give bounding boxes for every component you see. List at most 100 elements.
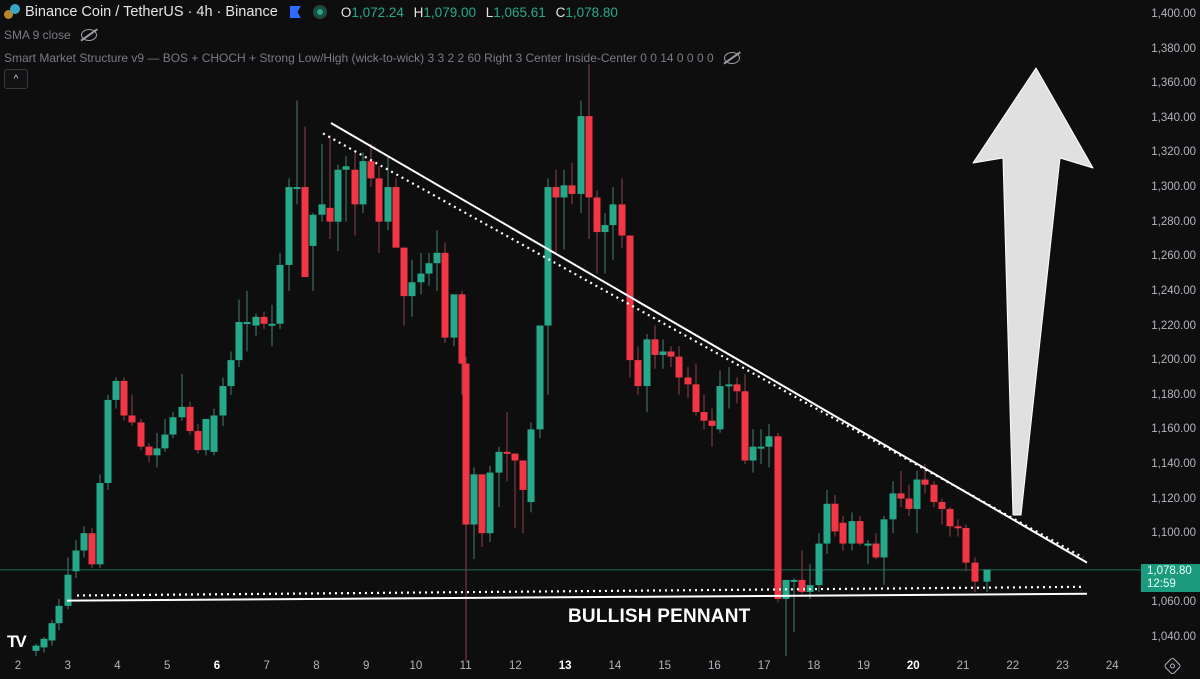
time-axis-label: 2 bbox=[14, 660, 22, 672]
candle bbox=[80, 526, 88, 558]
candle bbox=[831, 495, 839, 537]
collapse-indicators-button[interactable]: ^ bbox=[4, 69, 28, 89]
low-value: 1,065.61 bbox=[493, 4, 546, 20]
candle bbox=[983, 569, 991, 593]
trendline-dotted-line[interactable] bbox=[322, 132, 1084, 559]
tradingview-logo[interactable]: TV bbox=[7, 632, 27, 651]
candle bbox=[252, 313, 260, 336]
candle bbox=[367, 143, 375, 188]
low-label: L bbox=[485, 4, 494, 20]
price-axis-label: 1,300.00 bbox=[1151, 181, 1196, 194]
time-axis-label: 19 bbox=[857, 660, 870, 672]
time-axis-label: 24 bbox=[1105, 660, 1119, 672]
chart-header: Binance Coin / TetherUS · 4h · Binance O… bbox=[4, 4, 618, 20]
candle bbox=[96, 474, 104, 568]
time-axis-label: 7 bbox=[263, 660, 270, 672]
price-axis-label: 1,140.00 bbox=[1151, 457, 1196, 470]
candle bbox=[848, 512, 856, 551]
candle bbox=[733, 377, 741, 404]
support-solid-line[interactable] bbox=[66, 592, 1088, 602]
candle bbox=[667, 346, 675, 368]
indicator-smart-market-structure[interactable]: Smart Market Structure v9 — BOS + CHOCH … bbox=[4, 51, 740, 65]
candle bbox=[276, 252, 284, 329]
candle bbox=[359, 152, 367, 214]
price-axis-label: 1,380.00 bbox=[1151, 42, 1196, 55]
candle bbox=[798, 550, 806, 594]
time-axis-label: 21 bbox=[956, 660, 970, 672]
time-axis-label: 22 bbox=[1006, 660, 1020, 672]
price-axis-label: 1,120.00 bbox=[1151, 492, 1196, 505]
candle bbox=[478, 474, 486, 548]
candle bbox=[235, 299, 243, 368]
bullish-pennant-label: BULLISH PENNANT bbox=[568, 606, 751, 627]
candle bbox=[145, 443, 153, 463]
candle bbox=[716, 370, 724, 433]
candle bbox=[243, 290, 251, 352]
candle bbox=[684, 367, 692, 399]
time-axis-label: 8 bbox=[313, 660, 320, 672]
price-axis-label: 1,360.00 bbox=[1151, 77, 1196, 90]
candle bbox=[659, 339, 667, 369]
price-axis-label: 1,060.00 bbox=[1151, 596, 1196, 609]
candle bbox=[458, 290, 466, 395]
candle bbox=[609, 187, 617, 260]
symbol-logo-icon bbox=[4, 4, 20, 20]
candle bbox=[708, 408, 716, 447]
candle bbox=[913, 470, 921, 534]
time-axis-label: 5 bbox=[164, 660, 171, 672]
price-axis-label: 1,240.00 bbox=[1151, 284, 1196, 297]
high-value: 1,079.00 bbox=[423, 4, 476, 20]
candle bbox=[40, 637, 48, 653]
price-axis-label: 1,260.00 bbox=[1151, 250, 1196, 263]
price-axis-label: 1,100.00 bbox=[1151, 527, 1196, 540]
candle bbox=[765, 424, 773, 468]
candle bbox=[285, 178, 293, 291]
candle bbox=[342, 155, 350, 222]
candle bbox=[560, 169, 568, 250]
candle bbox=[486, 465, 494, 542]
candle bbox=[577, 100, 585, 214]
trendline-solid-line[interactable] bbox=[330, 122, 1088, 564]
price-axis-label: 1,280.00 bbox=[1151, 215, 1196, 228]
candle bbox=[32, 643, 40, 657]
time-axis-label: 9 bbox=[362, 660, 370, 672]
candle bbox=[544, 178, 552, 395]
candle bbox=[260, 311, 268, 329]
indicator-sma[interactable]: SMA 9 close bbox=[4, 28, 97, 42]
time-axis-label: 13 bbox=[558, 660, 572, 672]
candle bbox=[675, 346, 683, 395]
candle bbox=[161, 418, 169, 452]
candle bbox=[905, 484, 913, 516]
candle bbox=[897, 470, 905, 508]
price-axis-label: 1,040.00 bbox=[1151, 631, 1196, 644]
candle bbox=[725, 367, 733, 409]
time-axis-label: 16 bbox=[707, 660, 721, 672]
candle bbox=[618, 178, 626, 248]
candle bbox=[839, 515, 847, 551]
candle bbox=[210, 408, 218, 456]
candle bbox=[169, 412, 177, 438]
candle bbox=[268, 304, 276, 347]
eye-off-icon[interactable] bbox=[723, 52, 740, 64]
time-axis-label: 11 bbox=[459, 660, 472, 672]
ohlc-values: O1,072.24 H1,079.00 L1,065.61 C1,078.80 bbox=[335, 5, 618, 20]
candle bbox=[112, 377, 120, 409]
chevron-up-icon: ^ bbox=[13, 73, 19, 85]
candle bbox=[971, 557, 979, 593]
close-label: C bbox=[555, 4, 566, 20]
candle bbox=[48, 619, 56, 646]
candle bbox=[334, 164, 342, 252]
time-axis-label: 17 bbox=[757, 660, 771, 672]
candle bbox=[692, 363, 700, 416]
candle bbox=[536, 325, 544, 438]
candle bbox=[120, 377, 128, 421]
last-price: 1,078.80 bbox=[1147, 565, 1192, 577]
up-arrow-icon[interactable] bbox=[972, 67, 1094, 516]
candle bbox=[954, 519, 962, 537]
candle bbox=[462, 356, 470, 662]
eye-off-icon[interactable] bbox=[80, 29, 97, 41]
exchange-flag-icon bbox=[289, 6, 301, 18]
candle bbox=[593, 190, 601, 274]
symbol-title[interactable]: Binance Coin / TetherUS · 4h · Binance bbox=[25, 4, 278, 20]
